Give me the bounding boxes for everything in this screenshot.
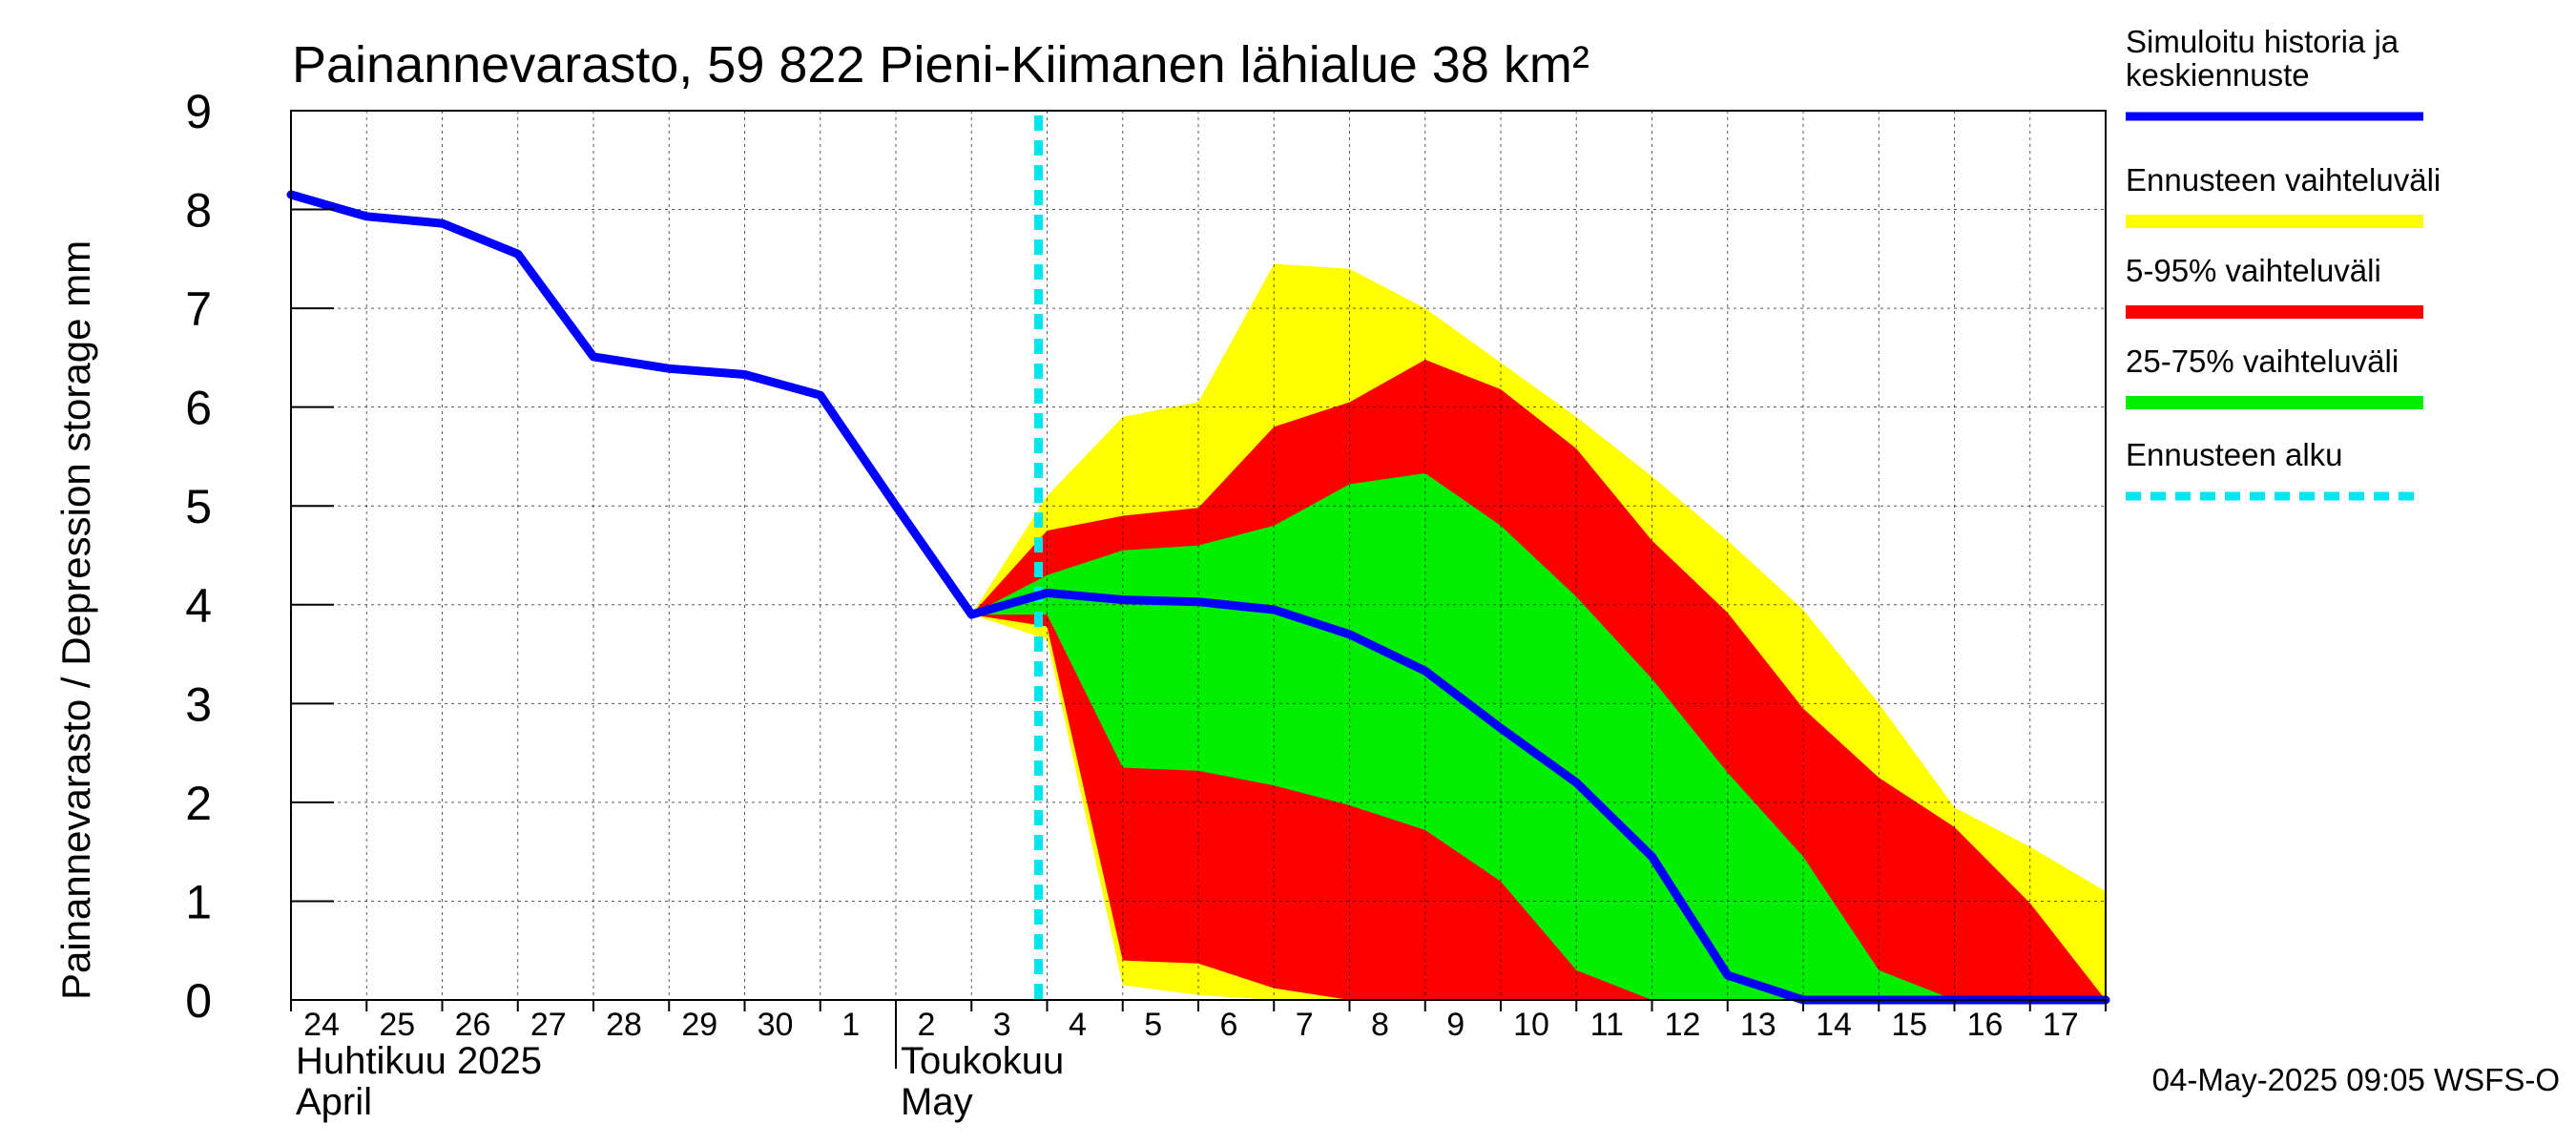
month-label-en: April: [296, 1081, 372, 1123]
month-label: Toukokuu: [901, 1040, 1064, 1082]
y-tick-label: 0: [185, 974, 212, 1028]
x-tick-label: 28: [606, 1007, 642, 1043]
x-tick-label: 10: [1513, 1007, 1549, 1043]
x-tick-label: 7: [1296, 1007, 1314, 1043]
x-tick-label: 8: [1371, 1007, 1389, 1043]
x-tick-label: 17: [2043, 1007, 2079, 1043]
y-tick-label: 1: [185, 875, 212, 928]
x-tick-label: 5: [1144, 1007, 1162, 1043]
x-tick-label: 3: [993, 1007, 1011, 1043]
x-tick-label: 13: [1740, 1007, 1776, 1043]
y-tick-label: 8: [185, 184, 212, 238]
x-tick-labels: 24 25 26 27 28 29 30 1 2 3 4 5 6 7 8 9 10 11 12 13 14 15 16 17: [303, 1007, 2079, 1043]
x-tick-label: 26: [455, 1007, 491, 1043]
y-tick-label: 3: [185, 677, 212, 731]
x-tick-label: 30: [758, 1007, 794, 1043]
axes: [290, 110, 2107, 1069]
y-tick-label: 2: [185, 777, 212, 830]
x-tick-label: 1: [841, 1007, 860, 1043]
y-tick-label: 6: [185, 382, 212, 435]
y-tick-label: 5: [185, 480, 212, 533]
grid-lines: [291, 111, 2106, 1000]
x-tick-label: 16: [1967, 1007, 2004, 1043]
x-tick-label: 27: [530, 1007, 567, 1043]
y-tick-label: 9: [185, 85, 212, 138]
month-label-en: May: [901, 1081, 973, 1123]
x-tick-label: 11: [1590, 1007, 1624, 1043]
y-tick-labels: 0 1 2 3 4 5 6 7 8 9: [185, 85, 212, 1028]
y-tick-label: 7: [185, 282, 212, 336]
legend-label: Ennusteen alku: [2126, 437, 2343, 472]
x-tick-label: 12: [1665, 1007, 1701, 1043]
y-axis-label: Painannevarasto / Depression storage mm: [53, 240, 98, 1000]
legend-label: Ennusteen vaihteluväli: [2126, 162, 2441, 198]
x-tick-label: 2: [918, 1007, 936, 1043]
x-tick-label: 15: [1891, 1007, 1927, 1043]
x-tick-label: 25: [379, 1007, 415, 1043]
forecast-bands: [971, 263, 2106, 1000]
y-tick-label: 4: [185, 579, 212, 633]
x-tick-label: 6: [1220, 1007, 1238, 1043]
x-tick-label: 29: [681, 1007, 717, 1043]
x-tick-label: 9: [1446, 1007, 1465, 1043]
x-tick-label: 4: [1069, 1007, 1087, 1043]
legend-label: 5-95% vaihteluväli: [2126, 253, 2381, 288]
legend-label: keskiennuste: [2126, 57, 2310, 93]
legend-label: Simuloitu historia ja: [2126, 24, 2399, 59]
x-tick-label: 14: [1816, 1007, 1852, 1043]
x-tick-label: 24: [303, 1007, 340, 1043]
chart-title: Painannevarasto, 59 822 Pieni-Kiimanen l…: [292, 36, 1589, 94]
month-label: Huhtikuu 2025: [296, 1040, 542, 1082]
timestamp-footer: 04-May-2025 09:05 WSFS-O: [2152, 1062, 2560, 1097]
legend-label: 25-75% vaihteluväli: [2126, 344, 2399, 379]
